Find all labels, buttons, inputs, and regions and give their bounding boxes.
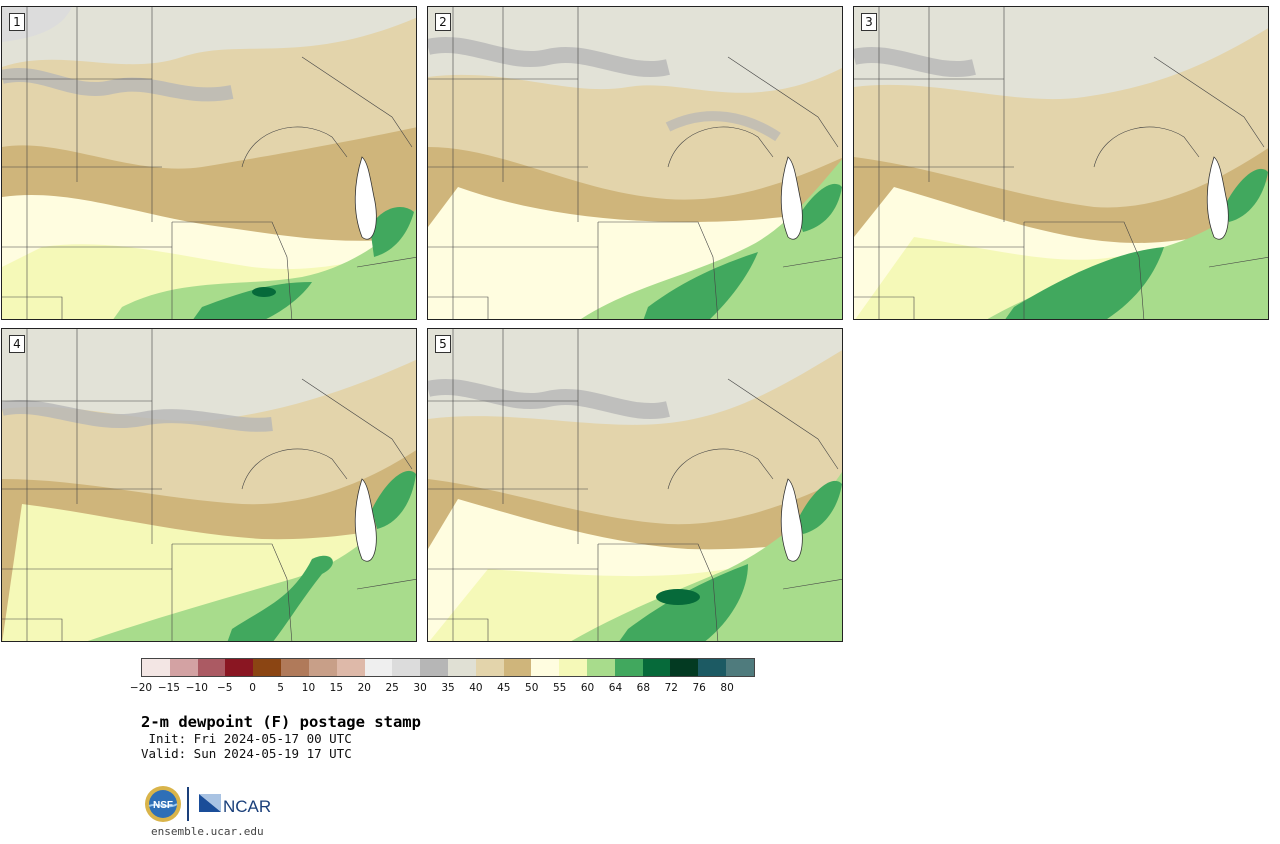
colorbar-segment [642, 659, 671, 676]
colorbar-tick-label: 30 [413, 682, 427, 694]
ncar-logo-text: NCAR [223, 797, 271, 816]
colorbar-segment [253, 659, 282, 676]
stamp-panel-2[interactable]: 2 [427, 6, 843, 320]
stamp-panel-3[interactable]: 3 [853, 6, 1269, 320]
colorbar-tick-label: 15 [329, 682, 344, 694]
dewpoint-map-1 [2, 7, 416, 319]
colorbar-tick-label: −15 [157, 682, 180, 694]
colorbar-tick-label: −10 [185, 682, 208, 694]
nsf-logo: NSF [145, 786, 181, 822]
dewpoint-colorbar [141, 658, 755, 677]
colorbar-tick-label: 64 [608, 682, 623, 694]
colorbar-segment [364, 659, 393, 676]
colorbar-tick-label: 68 [636, 682, 651, 694]
colorbar-segment [225, 659, 254, 676]
colorbar-tick-label: 5 [277, 682, 284, 694]
colorbar-segment [447, 659, 476, 676]
colorbar-segment [420, 659, 448, 676]
valid-time: Valid: Sun 2024-05-19 17 UTC [141, 746, 352, 761]
colorbar-segment [698, 659, 727, 676]
dewpoint-map-3 [854, 7, 1268, 319]
nsf-logo-text: NSF [153, 800, 173, 811]
panel-number-label: 1 [9, 13, 25, 31]
colorbar-segment [475, 659, 504, 676]
website-url: ensemble.ucar.edu [151, 825, 264, 838]
colorbar-segment [503, 659, 532, 676]
colorbar-segment [670, 659, 699, 676]
sponsor-logos: NSF NCAR [143, 784, 283, 824]
colorbar-ticks: −20 −15 −10 −5 0 5 10 15 20 25 30 35 40 45 50 55 60 64 68 7… [130, 682, 755, 696]
colorbar-tick-label: 0 [249, 682, 256, 694]
colorbar-segment [614, 659, 643, 676]
colorbar-tick-label: 50 [525, 682, 539, 694]
colorbar-segment [336, 659, 365, 676]
colorbar-segment [392, 659, 421, 676]
colorbar-tick-label: 20 [357, 682, 371, 694]
logo-divider [187, 787, 189, 821]
colorbar-tick-label: −5 [216, 682, 233, 694]
colorbar-tick-label: 40 [469, 682, 483, 694]
ncar-logo: NCAR [199, 794, 271, 816]
colorbar-segment [308, 659, 337, 676]
colorbar-segment [197, 659, 226, 676]
panel-number-label: 5 [435, 335, 451, 353]
stamp-panel-5[interactable]: 5 [427, 328, 843, 642]
colorbar-tick-label: 35 [441, 682, 455, 694]
product-title: 2-m dewpoint (F) postage stamp [141, 713, 421, 731]
init-time: Init: Fri 2024-05-17 00 UTC [141, 731, 352, 746]
colorbar-segment [726, 659, 754, 676]
colorbar-tick-label: 25 [385, 682, 399, 694]
colorbar-tick-label: 60 [580, 682, 595, 694]
stamp-panel-4[interactable]: 4 [1, 328, 417, 642]
dewpoint-map-2 [428, 7, 842, 319]
colorbar-segment [531, 659, 560, 676]
colorbar-tick-label: 80 [720, 682, 734, 694]
panel-number-label: 3 [861, 13, 877, 31]
colorbar-segment [559, 659, 587, 676]
panel-number-label: 2 [435, 13, 451, 31]
colorbar-tick-label: 45 [497, 682, 511, 694]
colorbar-segment [169, 659, 198, 676]
colorbar-tick-label: 76 [692, 682, 706, 694]
dewpoint-map-5 [428, 329, 842, 641]
stamp-panel-1[interactable]: 1 [1, 6, 417, 320]
dewpoint-map-4 [2, 329, 416, 641]
colorbar-tick-label: 10 [301, 682, 316, 694]
colorbar-tick-label: 55 [552, 682, 567, 694]
colorbar-tick-label: 72 [664, 682, 678, 694]
colorbar-segment [142, 659, 170, 676]
colorbar-tick-label: −20 [129, 682, 153, 694]
panel-number-label: 4 [9, 335, 25, 353]
colorbar-segment [281, 659, 309, 676]
colorbar-segment [587, 659, 615, 676]
